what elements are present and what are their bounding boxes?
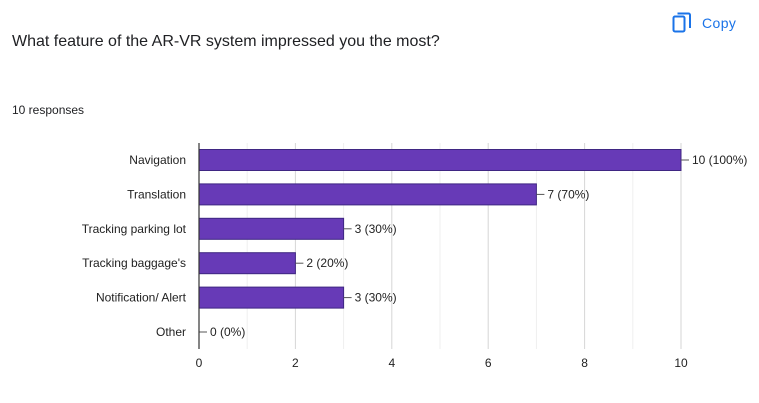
data-label: 10 (100%): [692, 153, 747, 167]
bar: [198, 149, 682, 171]
data-label: 0 (0%): [210, 325, 245, 339]
bar: [198, 217, 345, 240]
x-tick-label: 8: [581, 356, 588, 370]
bar: [198, 183, 537, 206]
category-label: Translation: [127, 187, 186, 201]
category-label: Notification/ Alert: [96, 291, 187, 305]
category-label: Tracking parking lot: [82, 222, 187, 236]
data-label: 2 (20%): [306, 256, 348, 270]
x-tick-label: 4: [388, 356, 395, 370]
question-title: What feature of the AR-VR system impress…: [12, 33, 440, 50]
response-count: 10 responses: [12, 103, 85, 117]
category-label: Other: [156, 325, 186, 339]
bar: [198, 252, 296, 275]
data-label: 3 (30%): [355, 222, 397, 236]
bar: [198, 286, 345, 309]
x-tick-label: 10: [674, 356, 688, 370]
data-label: 3 (30%): [355, 291, 397, 305]
category-label: Navigation: [129, 153, 186, 167]
copy-icon: [672, 12, 691, 33]
x-tick-label: 0: [196, 356, 203, 370]
category-label: Tracking baggage's: [82, 256, 186, 270]
copy-label: Copy: [702, 15, 737, 31]
copy-chart-button[interactable]: Copy: [672, 10, 736, 36]
data-label: 7 (70%): [547, 187, 589, 201]
x-tick-label: 6: [485, 356, 492, 370]
x-tick-label: 2: [292, 356, 299, 370]
